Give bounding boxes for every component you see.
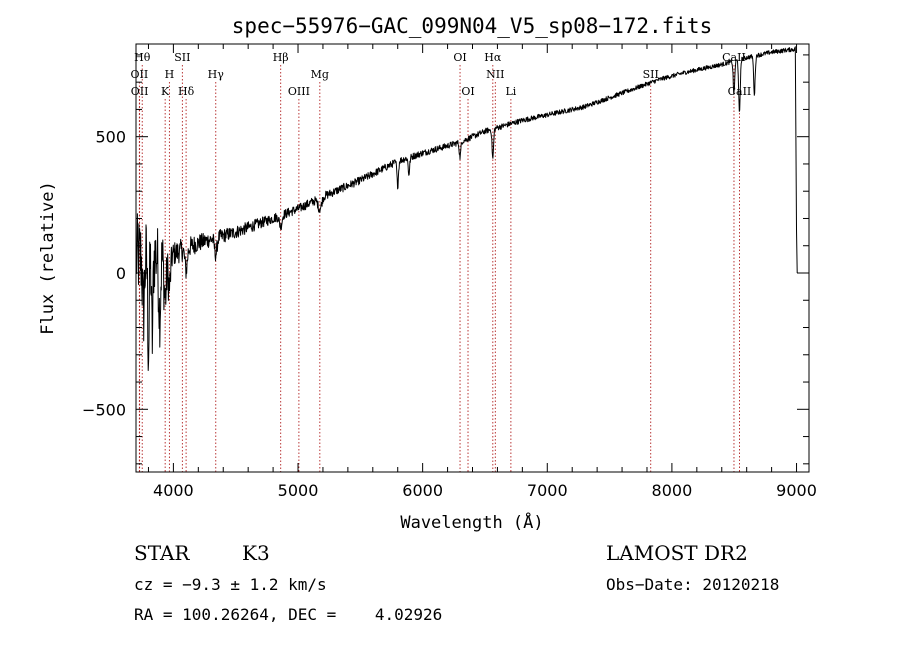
y-tick-label: 0 — [116, 264, 126, 283]
spectral-line-label: Hα — [484, 51, 502, 64]
x-tick-label: 7000 — [527, 481, 568, 500]
x-tick-label: 4000 — [153, 481, 194, 500]
x-tick-label: 8000 — [652, 481, 693, 500]
x-axis: 4000 5000 6000 7000 8000 9000 — [147, 44, 817, 500]
spectral-line-label: Hδ — [178, 85, 195, 98]
observation-date: Obs−Date: 20120218 — [606, 575, 779, 594]
spectral-line-label: Li — [505, 85, 516, 98]
x-axis-label: Wavelength (Å) — [400, 511, 543, 533]
spectral-line-label: OII — [131, 85, 149, 98]
redshift-cz: cz = −9.3 ± 1.2 km/s — [134, 575, 327, 594]
survey-name: LAMOST DR2 — [606, 541, 748, 565]
ra-dec-coordinates: RA = 100.26264, DEC = 4.02926 — [134, 605, 442, 624]
x-tick-label: 5000 — [278, 481, 319, 500]
spectral-line-label: Hθ — [134, 51, 151, 64]
spectral-line-label: NII — [486, 68, 504, 81]
spectral-line-label: Hβ — [273, 51, 289, 64]
y-axis: −500 0 500 — [82, 54, 809, 465]
spectral-line-label: OII — [131, 68, 149, 81]
y-axis-label: Flux (relative) — [38, 181, 58, 335]
y-tick-label: 500 — [95, 128, 126, 147]
flux-series-line — [135, 46, 798, 371]
spectral-line-label: Mg — [311, 68, 329, 81]
spectral-line-label: OI — [461, 85, 474, 98]
spectral-line-label: SII — [174, 51, 190, 64]
spectral-line-label: OI — [453, 51, 466, 64]
y-tick-label: −500 — [82, 400, 126, 419]
spectral-line-label: Hγ — [208, 68, 225, 81]
spectral-line-label: OIII — [288, 85, 310, 98]
object-subclass: K3 — [242, 541, 270, 565]
object-class: STAR — [134, 541, 190, 565]
spectral-line-label: H — [165, 68, 175, 81]
spectral-line-label: CaII — [728, 85, 752, 98]
chart-title: spec−55976−GAC_099N04_V5_sp08−172.fits — [232, 14, 712, 38]
x-tick-label: 9000 — [776, 481, 817, 500]
x-tick-label: 6000 — [402, 481, 443, 500]
spectral-line-label: K — [161, 85, 170, 98]
spectral-line-label: SII — [643, 68, 659, 81]
